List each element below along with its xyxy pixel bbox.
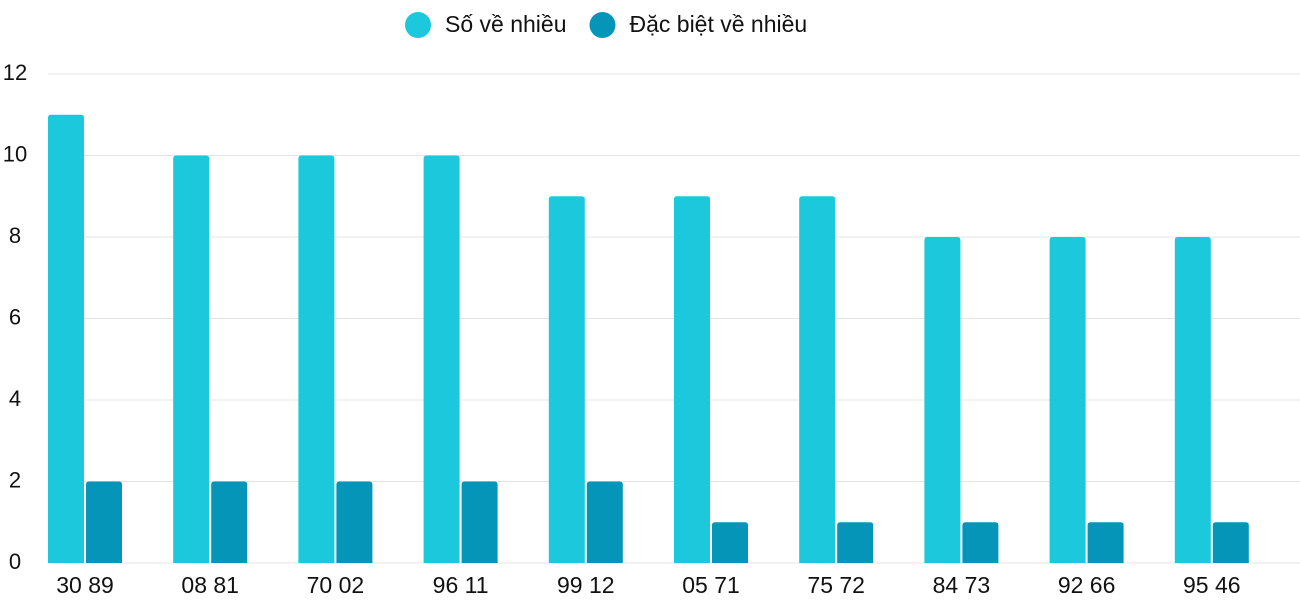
bar bbox=[173, 155, 210, 563]
bar bbox=[586, 481, 623, 563]
y-tick-label: 6 bbox=[9, 304, 21, 329]
x-tick-label: 92 66 bbox=[1058, 572, 1116, 598]
bar bbox=[799, 196, 836, 563]
x-tick-label: 96 11 bbox=[433, 572, 489, 598]
x-tick-label: 99 12 bbox=[557, 572, 615, 598]
x-tick-label: 05 71 bbox=[682, 572, 740, 598]
bar bbox=[548, 196, 585, 563]
bar bbox=[86, 481, 122, 563]
bar bbox=[962, 522, 999, 563]
bar bbox=[336, 481, 373, 563]
legend-marker bbox=[405, 12, 431, 38]
legend-marker bbox=[589, 12, 616, 38]
bar bbox=[1212, 522, 1249, 563]
x-tick-label: 30 89 bbox=[56, 572, 114, 598]
y-tick-label: 10 bbox=[3, 141, 27, 166]
bar bbox=[461, 481, 498, 563]
x-tick-label: 70 02 bbox=[307, 572, 365, 598]
y-tick-label: 2 bbox=[9, 467, 21, 492]
y-tick-label: 0 bbox=[9, 549, 21, 574]
bar bbox=[674, 196, 710, 563]
x-tick-label: 75 72 bbox=[807, 572, 865, 598]
bar bbox=[837, 522, 874, 563]
y-tick-label: 4 bbox=[9, 386, 21, 411]
legend-label: Đặc biệt về nhiều bbox=[629, 11, 807, 37]
bar bbox=[211, 481, 248, 563]
x-tick-label: 08 81 bbox=[181, 572, 239, 598]
bar bbox=[712, 522, 748, 563]
x-tick-label: 95 46 bbox=[1183, 572, 1241, 598]
bar bbox=[924, 237, 961, 563]
y-tick-label: 12 bbox=[3, 60, 27, 85]
legend-label: Số về nhiều bbox=[445, 11, 566, 37]
bar bbox=[298, 155, 335, 563]
y-tick-label: 8 bbox=[9, 223, 21, 248]
bar bbox=[1087, 522, 1124, 563]
bar bbox=[1049, 237, 1086, 563]
bar bbox=[423, 155, 460, 563]
x-tick-label: 84 73 bbox=[933, 572, 991, 598]
bar bbox=[1174, 237, 1211, 563]
bar bbox=[48, 114, 84, 563]
